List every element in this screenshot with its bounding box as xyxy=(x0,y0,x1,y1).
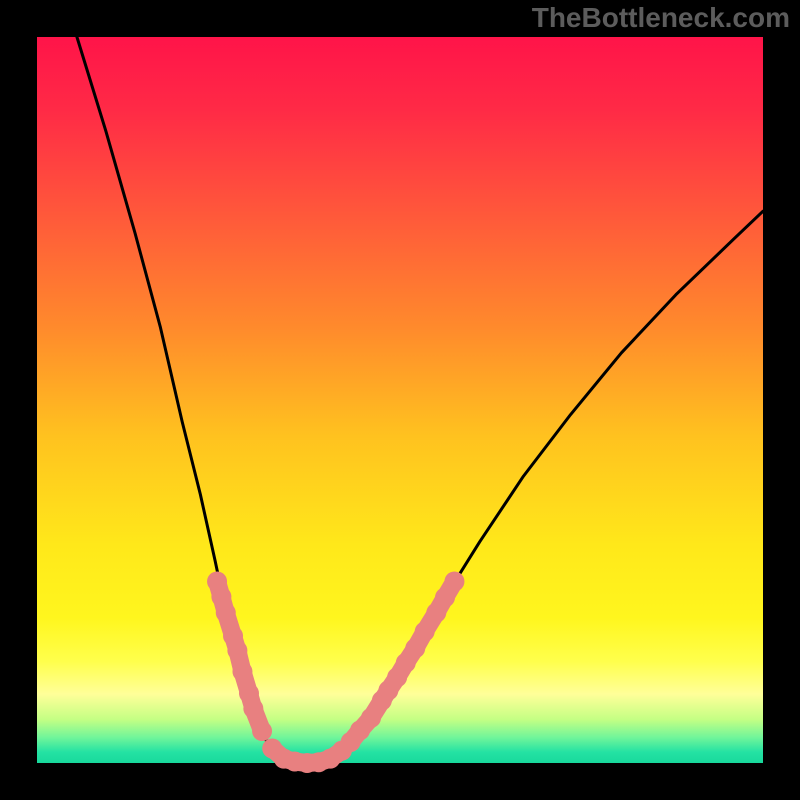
plot-gradient-background xyxy=(37,37,763,763)
watermark-text: TheBottleneck.com xyxy=(532,2,790,34)
chart-container: { "meta": { "canvas_width": 800, "canvas… xyxy=(0,0,800,800)
